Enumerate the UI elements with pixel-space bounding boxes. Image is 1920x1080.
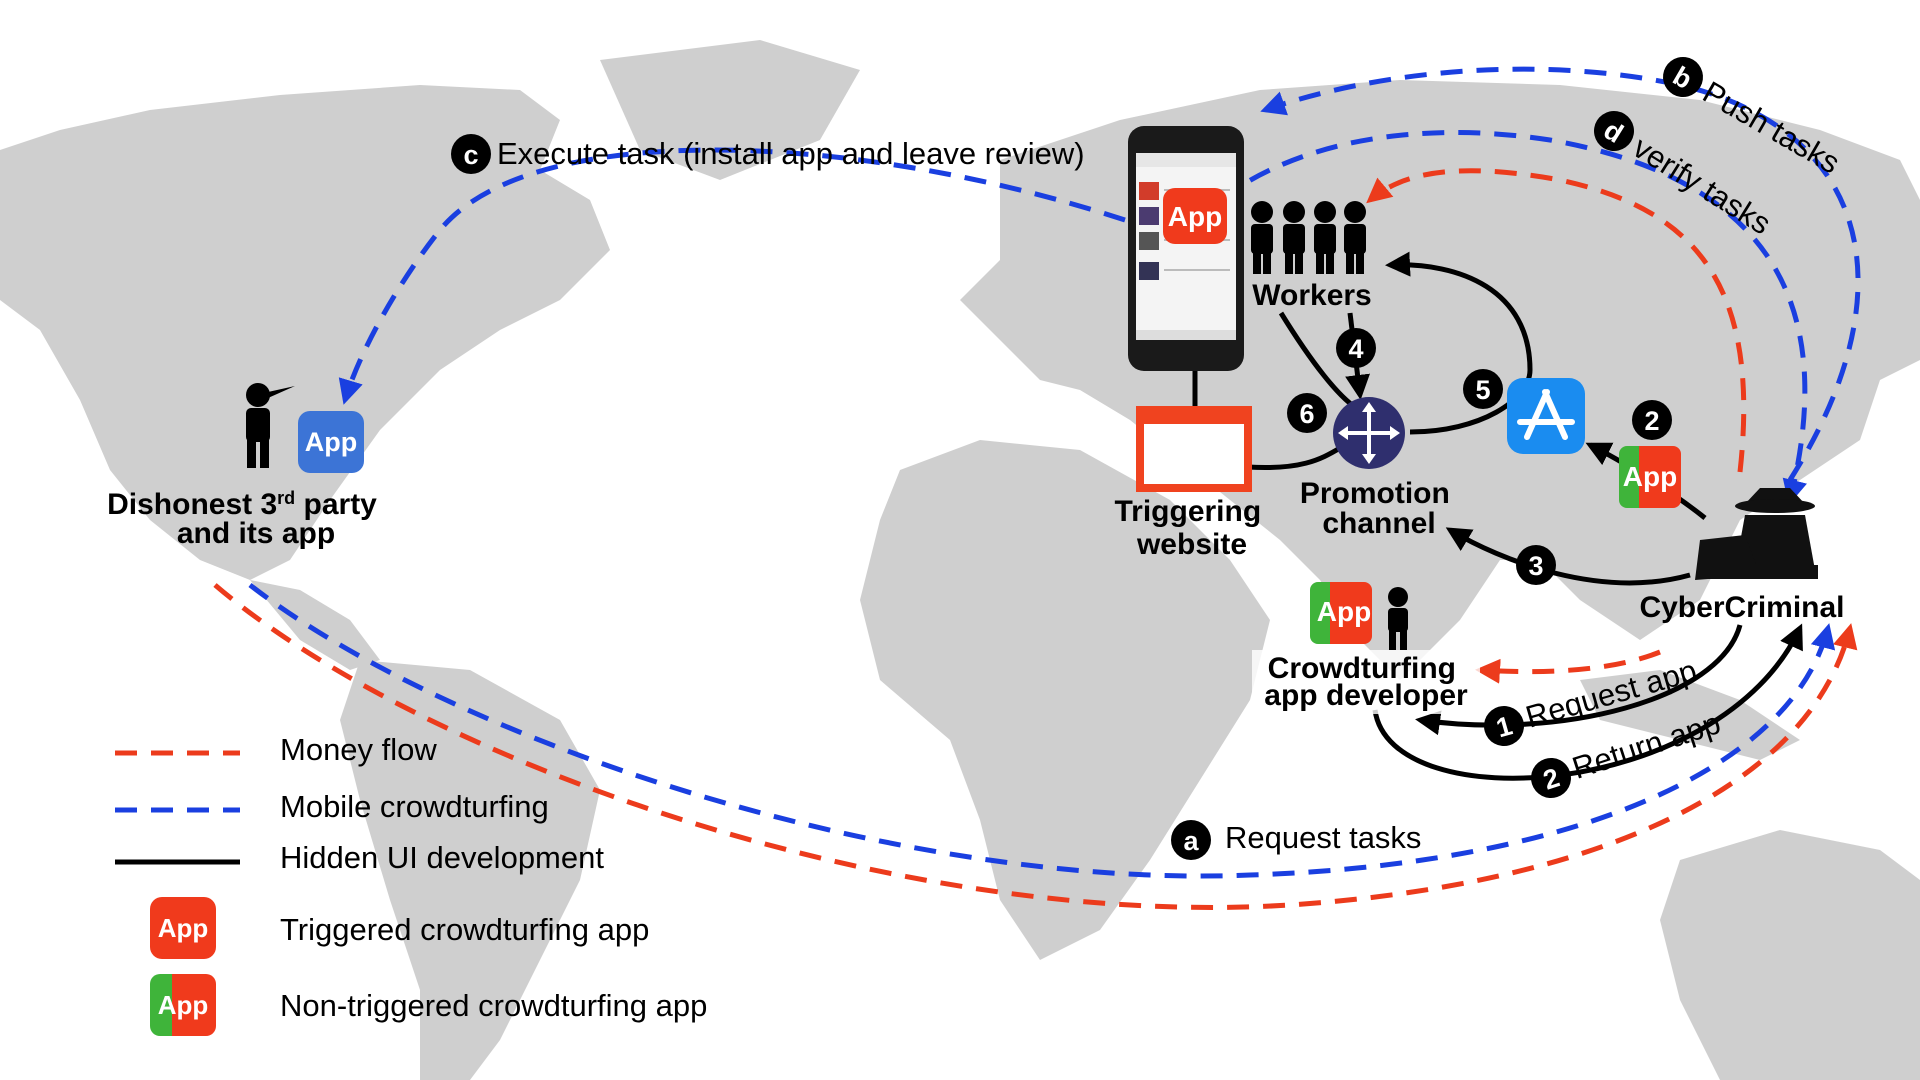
svg-text:App: App <box>158 990 209 1020</box>
step-6-badge: 6 <box>1287 393 1327 433</box>
svg-text:4: 4 <box>1348 334 1363 364</box>
phone-status-bar <box>1136 153 1236 167</box>
step-4-badge: 4 <box>1336 328 1376 368</box>
legend-hidden-ui-text: Hidden UI development <box>280 840 604 875</box>
legend: Money flow Mobile crowdturfing Hidden UI… <box>115 732 707 1036</box>
cybercriminal-label: CyberCriminal <box>1639 591 1844 624</box>
workers-label: Workers <box>1252 279 1372 312</box>
website-to-channel-line <box>1247 445 1342 471</box>
phone-list-icon-1 <box>1139 182 1159 200</box>
promotion-channel-label: Promotion channel <box>1300 477 1458 540</box>
third-party-app-icon: App <box>298 411 364 473</box>
step-3-badge: 3 <box>1516 545 1556 585</box>
svg-text:App: App <box>1168 201 1222 232</box>
svg-text:App: App <box>1317 596 1371 627</box>
svg-text:5: 5 <box>1475 375 1490 405</box>
workers-icon <box>1251 201 1366 274</box>
developer-label: Crowdturfing app developer <box>1264 652 1468 712</box>
phone-app-icon: App <box>1163 188 1227 244</box>
non-triggered-app-icon: App <box>1619 446 1681 508</box>
triggering-website-label: Triggering website <box>1114 495 1269 561</box>
svg-text:3: 3 <box>1528 551 1543 581</box>
push-tasks-arc <box>1260 66 1861 482</box>
svg-text:6: 6 <box>1299 399 1314 429</box>
verify-tasks-arc <box>1218 130 1808 505</box>
phone <box>1128 126 1244 371</box>
svg-text:App: App <box>158 913 209 943</box>
greenland-land <box>600 40 860 180</box>
legend-money-text: Money flow <box>280 732 437 767</box>
svg-text:a: a <box>1183 826 1199 856</box>
phone-list-icon-2 <box>1139 207 1159 225</box>
legend-non-triggered-text: Non-triggered crowdturfing app <box>280 988 707 1023</box>
africa-land <box>860 440 1270 960</box>
svg-text:App: App <box>1623 461 1677 492</box>
cybercriminal-icon <box>1695 488 1818 580</box>
phone-home-bar <box>1136 330 1236 340</box>
step-a: a Request tasks <box>1171 820 1421 860</box>
money-flow-to-workers <box>1366 168 1747 473</box>
execute-task-arc <box>338 147 1126 405</box>
australia-land <box>1660 830 1920 1080</box>
phone-list-icon-3 <box>1139 232 1159 250</box>
request-app-arrow <box>1415 624 1743 736</box>
step5-arrow <box>1385 251 1533 435</box>
step-5-badge: 5 <box>1463 369 1503 409</box>
phone-list-icon-4 <box>1139 262 1159 280</box>
money-flow-lines <box>213 168 1858 910</box>
third-party-label-line1: Dishonest 3rd party <box>107 488 377 521</box>
step-2-badge: 2 <box>1632 400 1672 440</box>
legend-crowdturfing-text: Mobile crowdturfing <box>280 789 549 824</box>
step-c: c Execute task (install app and leave re… <box>451 134 1085 174</box>
app-store-icon <box>1507 378 1585 454</box>
svg-text:2: 2 <box>1644 406 1659 436</box>
developer-person-icon <box>1388 587 1408 650</box>
legend-non-triggered-app-icon: App <box>150 974 216 1036</box>
legend-triggered-text: Triggered crowdturfing app <box>280 912 649 947</box>
legend-triggered-app-icon: App <box>150 897 216 959</box>
indonesia-land <box>1580 670 1800 760</box>
money-flow-to-developer <box>1475 649 1661 684</box>
developer-label-bg <box>1252 650 1480 714</box>
promotion-channel-icon <box>1333 397 1405 469</box>
step3-arrow <box>1445 527 1691 586</box>
third-party-label-line2: and its app <box>177 517 335 550</box>
crowdturfing-bottom-arc <box>248 583 1836 879</box>
crowdturfing-lines <box>248 66 1861 879</box>
dishonest-party-icon <box>246 383 295 468</box>
developer-app-icon: App <box>1310 582 1372 644</box>
svg-text:Execute task (install app and: Execute task (install app and leave revi… <box>497 136 1085 171</box>
svg-text:c: c <box>463 140 478 170</box>
triggering-website-icon <box>1136 406 1252 492</box>
svg-text:Request tasks: Request tasks <box>1225 820 1421 855</box>
north-america-land <box>0 85 610 580</box>
svg-text:App: App <box>305 427 357 457</box>
